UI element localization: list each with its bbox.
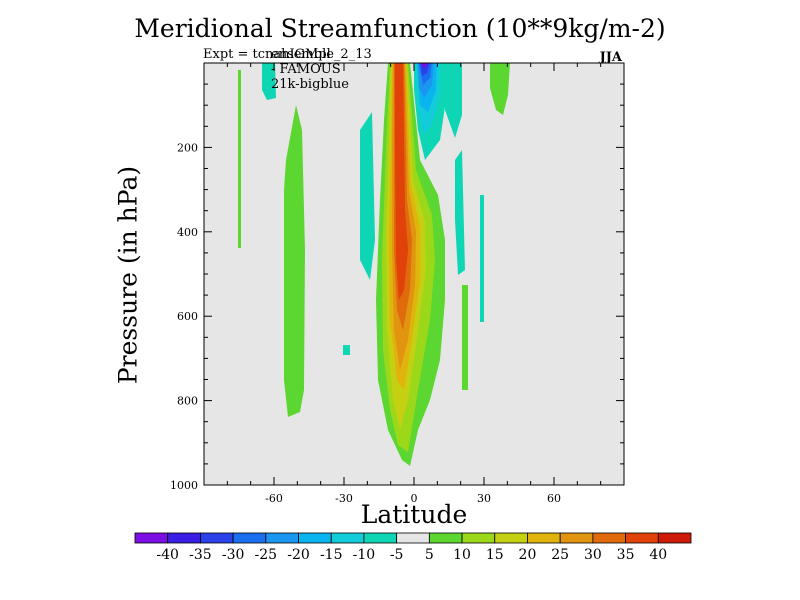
contour-cyan-small: [343, 345, 350, 355]
colorbar-swatch: [265, 532, 299, 544]
colorbar-swatch: [657, 532, 692, 544]
axis-tick-labels: -60 -30 0 30 60 200 400 600 800 1000: [170, 141, 561, 505]
contour-cyan-right2: [455, 150, 465, 275]
x-tick-label: -30: [335, 492, 353, 505]
colorbar-label: 35: [617, 547, 635, 563]
colorbar-swatch: [592, 532, 626, 544]
colorbar-swatch: [232, 532, 267, 544]
colorbar-label: 25: [551, 547, 569, 563]
subtitle-ensemble: ensemble_2_13 - FAMOUS 21k-bigblue: [271, 47, 372, 92]
y-tick-label: 1000: [170, 479, 198, 492]
colorbar-swatch: [527, 532, 561, 544]
colorbar-swatch: [428, 532, 463, 544]
contour-northern-positive: [490, 63, 510, 115]
x-tick-label: 30: [477, 492, 491, 505]
chart-title: Meridional Streamfunction (10**9kg/m-2): [134, 14, 666, 43]
y-tick-label: 600: [177, 310, 198, 323]
contour-cyan-right3: [480, 195, 484, 322]
colorbar-label: -5: [390, 547, 404, 563]
contour-cyan-midleft: [360, 112, 375, 280]
colorbar-swatch: [363, 532, 398, 544]
colorbar-label: -10: [353, 547, 376, 563]
colorbar-swatch: [200, 532, 234, 544]
colorbar-label: -15: [320, 547, 343, 563]
colorbar-label: 40: [649, 547, 667, 563]
contour-thin-positive-left: [238, 70, 241, 248]
season-label: JJA: [599, 50, 622, 65]
colorbar-label: -30: [222, 547, 245, 563]
contour-southern-positive: [284, 105, 305, 417]
colorbar-label: -20: [287, 547, 310, 563]
contour-negative-40: [421, 63, 428, 69]
contour-main-35: [395, 63, 408, 300]
y-tick-label: 800: [177, 395, 198, 408]
y-tick-label: 400: [177, 226, 198, 239]
colorbar-swatch: [461, 532, 496, 544]
colorbar-swatch: [167, 532, 201, 544]
colorbar-swatch: [559, 532, 594, 544]
axis-ticks: [203, 63, 625, 486]
colorbar-label: 30: [584, 547, 602, 563]
colorbar-swatch: [494, 532, 528, 544]
colorbar-label: -25: [255, 547, 278, 563]
contour-negative-35: [420, 63, 430, 76]
contour-fills: [238, 63, 510, 466]
x-tick-label: 0: [411, 492, 418, 505]
colorbar-swatch: [625, 532, 659, 544]
colorbar-label: 10: [453, 547, 471, 563]
colorbar-swatch: [134, 532, 169, 544]
contour-small-positive-right: [462, 285, 468, 390]
y-axis-label: Pressure (in hPa): [113, 165, 143, 385]
colorbar-label: 20: [519, 547, 537, 563]
chart-subtitle: Expt = tcnahIGMpl ensemble_2_13 - FAMOUS …: [203, 47, 372, 92]
colorbar: [134, 532, 692, 544]
colorbar-label: -35: [189, 547, 212, 563]
colorbar-swatch: [298, 532, 332, 544]
colorbar-swatch: [396, 532, 430, 544]
contour-cyan-left-top: [262, 63, 276, 100]
colorbar-label: -40: [156, 547, 179, 563]
x-tick-label: 60: [547, 492, 561, 505]
subtitle-expt: Expt = tcnahIGMpl: [203, 47, 331, 62]
colorbar-swatch: [330, 532, 365, 544]
colorbar-label: 5: [425, 547, 434, 563]
y-tick-label: 200: [177, 141, 198, 154]
contour-cyan-right1: [445, 63, 462, 138]
colorbar-label: 15: [486, 547, 504, 563]
x-axis-label: Latitude: [360, 500, 468, 529]
x-tick-label: -60: [265, 492, 283, 505]
colorbar-labels: -40 -35 -30 -25 -20 -15 -10 -5 5 10 15 20 25 30 35 40: [156, 547, 667, 563]
